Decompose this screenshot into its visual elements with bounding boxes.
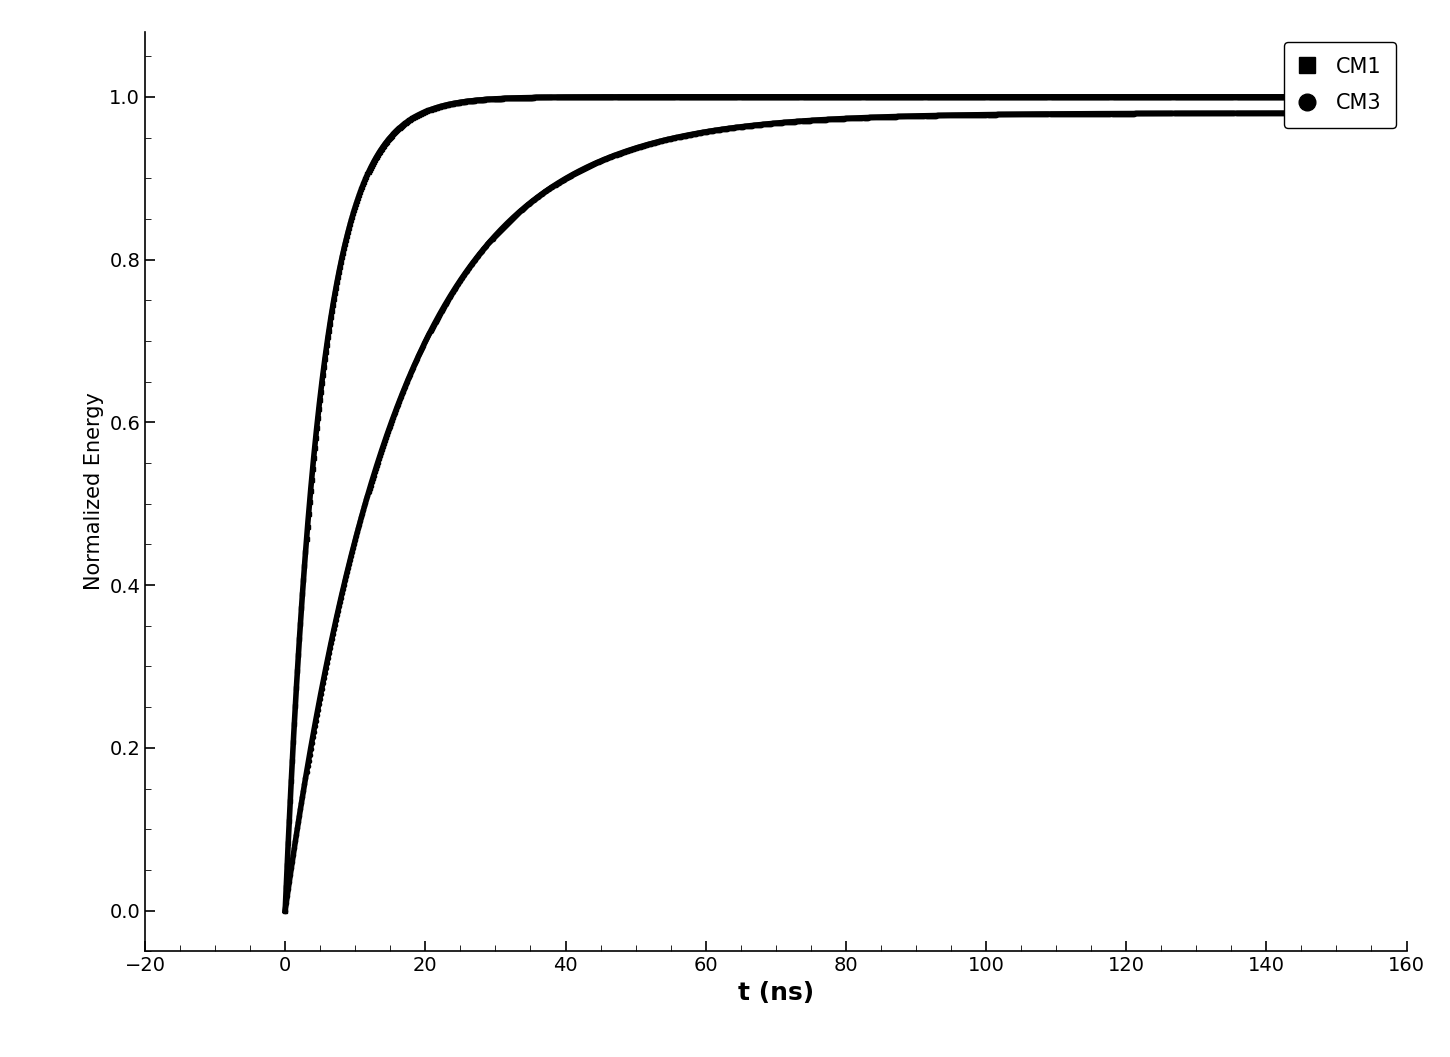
CM3 [937, 109, 954, 122]
CM3 [1112, 107, 1130, 119]
Legend: CM1, CM3: CM1, CM3 [1283, 42, 1396, 128]
CM1 [937, 91, 954, 104]
CM1 [886, 91, 903, 104]
CM1 [1035, 91, 1053, 104]
CM1 [1293, 91, 1311, 104]
Line: CM3: CM3 [283, 111, 1304, 912]
CM1 [664, 91, 682, 104]
X-axis label: t (ns): t (ns) [738, 981, 813, 1005]
Line: CM1: CM1 [283, 95, 1304, 912]
CM3 [1293, 107, 1311, 119]
CM3 [461, 260, 479, 273]
CM3 [1035, 108, 1053, 120]
CM1 [1112, 91, 1130, 104]
Y-axis label: Normalized Energy: Normalized Energy [84, 392, 104, 591]
CM3 [886, 110, 903, 123]
CM3 [664, 132, 682, 145]
CM1 [277, 905, 294, 917]
CM1 [461, 95, 479, 108]
CM3 [277, 905, 294, 917]
